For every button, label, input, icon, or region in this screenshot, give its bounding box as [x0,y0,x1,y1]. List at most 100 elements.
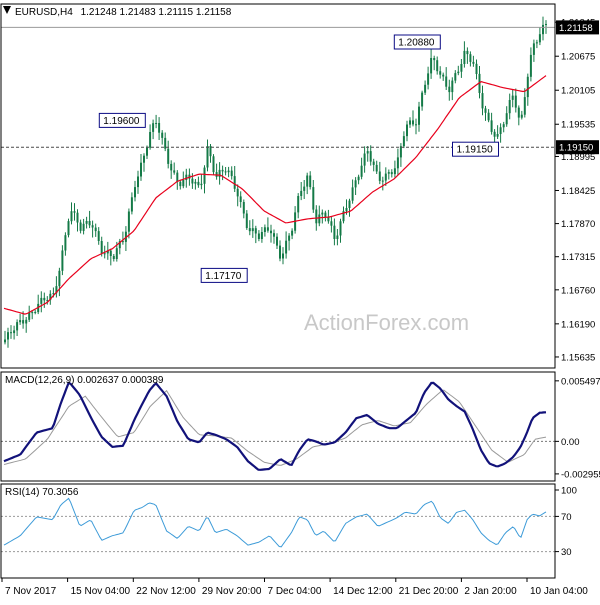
time-tick-label: 29 Nov 20:00 [202,586,262,597]
price-tick-label: 1.20675 [561,52,595,63]
price-callout-box [98,112,146,128]
candle-body [100,241,103,254]
svg-text:EURUSD,H4 1.21248 1.: EURUSD,H4 1.21248 1.21483 1.21115 1.2115… [15,7,232,18]
candle-body [339,221,342,236]
candle-body [22,320,25,324]
candle-body [52,293,55,295]
candle-body [520,114,523,118]
rsi-panel: 100 70 30 RSI(14) 70.3056 [1,486,577,558]
candle-body [511,95,514,100]
candle-body [390,172,393,175]
candle-body [342,211,345,222]
candle-body [88,221,91,226]
candle-body [493,131,496,137]
candle-body [505,113,508,125]
candle-body [194,181,197,184]
candle-body [542,24,544,35]
candle-body [336,235,339,239]
candle-body [176,172,179,182]
candle-body [31,312,34,314]
candle-body [535,42,538,44]
candle-body [10,332,12,334]
candle-body [484,108,487,113]
candle-body [254,228,257,234]
watermark: ActionForex.com [304,310,469,335]
candle-body [384,173,387,181]
rsi-line [3,497,547,548]
candle-body [7,332,9,340]
price-panel: 1.212451.206751.201051.195351.189951.184… [1,6,599,363]
price-tick-label: 1.18995 [561,152,595,163]
candle-body [363,153,366,166]
candle-body [514,95,517,108]
price-label-box [556,140,599,155]
candle-body [25,319,28,324]
chart-header: EURUSD,H4 1.21248 1.21483 1.21115 1.2115… [3,6,232,18]
candle-body [399,146,402,158]
price-callout-box [200,267,248,283]
candle-body [67,221,70,236]
macd-tick-label: 0.005497 [561,376,600,387]
candle-body [158,123,161,133]
price-tick-label: 1.18425 [561,186,595,197]
candle-body [16,322,19,331]
candle-body [496,134,499,137]
candle-body [209,146,212,157]
candle-body [369,151,372,162]
candle-body [378,171,381,181]
candle-body [82,223,85,231]
candle-body [233,176,236,189]
candle-body [167,148,170,164]
candle-body [61,250,64,271]
candle-body [424,84,427,93]
candle-body [200,183,203,186]
candle-body [490,120,493,132]
candle-body [146,147,148,156]
candle-body [149,132,152,148]
candle-body [64,235,67,251]
price-callout-text: 1.20880 [398,38,435,49]
rsi-tick-label: 30 [561,547,572,558]
macd-panel: 0.005497 0.00 -0.002955 MACD(12,26,9) 0.00… [1,375,600,480]
candle-body [251,228,254,232]
candle-body [312,187,315,210]
time-tick-label: 21 Dec 20:00 [399,586,459,597]
candle-body [103,253,106,255]
candle-body [94,227,97,232]
candle-body [297,196,300,213]
candle-body [318,214,321,224]
candle-body [303,186,306,191]
candle-body [475,63,478,74]
candle-body [487,112,490,121]
candle-body [460,64,463,72]
candle-body [436,60,439,72]
candle-body [523,97,526,115]
candle-body [245,213,248,228]
candle-body [406,124,408,137]
rsi-lines [1,497,555,553]
rsi-frame [0,483,556,579]
candle-body [276,236,278,246]
candle-body [309,175,312,188]
candle-body [112,256,115,259]
candle-body [526,76,529,98]
candle-body [118,241,121,249]
candle-body [439,71,442,75]
candle-body [415,124,417,126]
price-frame [0,3,556,369]
candle-body [236,188,239,197]
candle-body [224,171,227,173]
candle-body [327,217,330,222]
macd-tick-label: 0.00 [561,437,580,448]
moving-average-line [3,75,547,315]
candle-body [345,208,348,212]
panel-frames [0,3,556,579]
candle-body [532,43,535,55]
candle-body [161,132,164,138]
candle-body [333,225,336,239]
price-annotations: 1.21158 1.19150 1.19600 1.17170 1.20880 1.191… [1,20,599,283]
candle-body [182,180,185,187]
candle-body [106,250,109,254]
